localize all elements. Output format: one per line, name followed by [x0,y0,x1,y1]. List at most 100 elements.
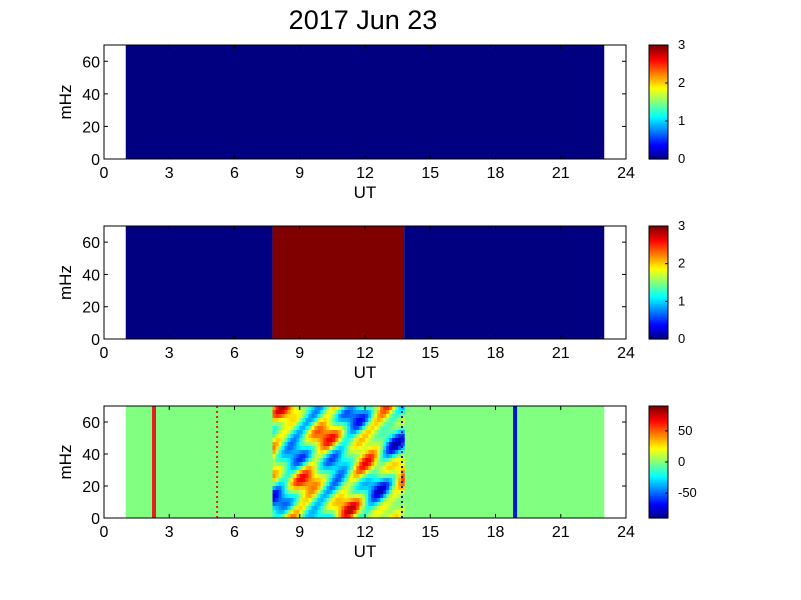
spectrogram-cell [308,478,313,483]
spectrogram-cell [293,458,298,463]
spectrogram-cell [320,482,325,487]
spectrogram-cell [338,490,342,495]
x-tick-label: 3 [165,524,174,541]
spectrogram-cell [398,418,402,423]
spectrogram-cell [377,442,381,447]
colorbar-band [649,472,668,475]
spectrogram-cell [359,478,363,483]
spectrogram-cell [293,450,298,455]
spectrogram-cell [329,426,333,431]
spectrogram-cell [386,430,390,435]
colorbar-band [649,333,668,337]
x-tick-label: 18 [487,524,505,541]
spectrogram-cell [290,430,295,435]
spectrogram-cell [347,442,351,447]
spectrogram-cell [293,446,298,451]
spectrogram-cell [347,478,351,483]
spectrogram-cell [365,406,369,411]
data-segment [125,45,605,159]
spectrogram-cell [341,506,345,511]
colorbar-band [649,282,668,285]
spectrogram-cell [281,486,286,491]
spectrogram-cell [377,422,381,427]
spectrogram-cell [287,418,292,423]
spectrogram-cell [359,466,363,471]
spectrogram-cell [374,438,378,443]
colorbar-band [649,250,668,254]
spectrogram-cell [374,422,378,427]
spectrogram-cell [362,462,366,467]
spectrogram-cell [344,446,348,451]
spectrogram-cell [350,462,354,467]
spectrogram-cell [368,498,372,503]
spectrogram-cell [287,422,292,427]
spectrogram-cell [281,450,286,455]
spectrogram-cell [395,478,399,483]
spectrogram-cell [362,422,366,427]
spectrogram-cell [356,474,360,479]
spectrogram-cell [302,482,307,487]
spectrogram-cell [314,450,319,455]
spectrogram-cell [320,510,325,515]
spectrogram-cell [302,410,307,415]
spectrogram-cell [365,442,369,447]
spectrogram-cell [290,418,295,423]
spectrogram-cell [377,426,381,431]
colorbar-band [649,505,668,509]
spectrogram-cell [308,474,313,479]
spectrogram-cell [320,502,325,507]
spectrogram-cell [299,482,304,487]
spectrogram-cell [275,434,280,439]
spectrogram-cell [386,502,390,507]
spectrogram-cell [341,442,345,447]
spectrogram-cell [380,490,384,495]
spectrogram-cell [395,510,399,515]
colorbar-band [649,126,668,130]
spectrogram-cell [281,514,286,519]
colorbar-band [649,100,668,103]
spectrogram-cell [368,466,372,471]
spectrogram-cell [362,470,366,475]
spectrogram-cell [311,430,316,435]
spectrogram-cell [284,442,289,447]
spectrogram-cell [314,446,319,451]
spectrogram-cell [365,450,369,455]
x-tick-label: 6 [230,345,239,362]
spectrogram-cell [278,406,283,411]
spectrogram-cell [374,478,378,483]
spectrogram-cell [323,486,327,491]
spectrogram-cell [296,406,301,411]
spectrogram-cell [335,506,339,511]
y-tick-label: 0 [91,332,100,349]
spectrogram-cell [287,458,292,463]
spectrogram-cell [317,422,322,427]
spectrogram-cell [311,446,316,451]
spectrogram-cell [287,446,292,451]
spectrogram-cell [308,454,313,459]
spectrogram-cell [365,422,369,427]
spectrogram-cell [311,502,316,507]
colorbar-band [649,227,668,231]
spectrogram-cell [290,410,295,415]
colorbar-band [649,491,668,495]
spectrogram-cell [341,458,345,463]
spectrogram-cell [356,486,360,491]
spectrogram-cell [281,462,286,467]
spectrogram-cell [296,446,301,451]
spectrogram-cell [302,438,307,443]
spectrogram-cell [350,410,354,415]
x-tick-label: 0 [100,345,109,362]
spectrogram-cell [359,470,363,475]
colorbar-band [649,448,668,451]
colorbar-band [649,89,668,92]
spectrogram-cell [275,454,280,459]
spectrogram-cell [383,450,387,455]
spectrogram-cell [326,414,330,419]
spectrogram-cell [296,486,301,491]
spectrogram-cell [281,458,286,463]
spectrogram-cell [368,502,372,507]
spectrogram-cell [317,466,322,471]
spectrogram-cell [386,458,390,463]
spectrogram-cell [344,510,348,515]
spectrogram-cell [278,418,283,423]
